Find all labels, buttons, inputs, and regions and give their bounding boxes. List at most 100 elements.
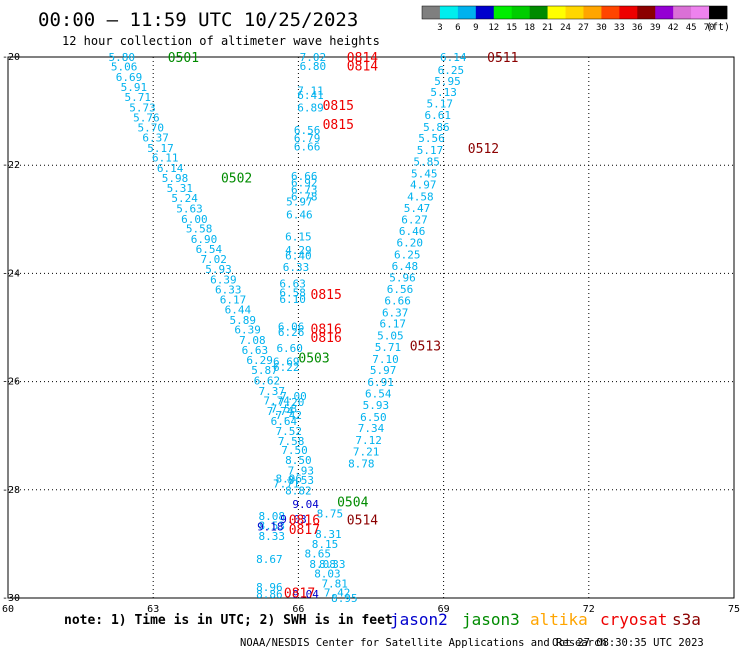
wave-height-point: 9.04 <box>292 498 319 511</box>
wave-height-point: 5.63 <box>176 202 203 215</box>
wave-height-point: 5.45 <box>411 167 438 180</box>
wave-height-point: 6.56 <box>387 283 414 296</box>
pass-id-label: 0814 <box>347 51 378 66</box>
wave-height-point: 6.11 <box>152 152 179 165</box>
pass-id-label: 0816 <box>311 323 342 338</box>
wave-height-point: 6.41 <box>297 89 324 102</box>
wave-height-point: 5.89 <box>229 314 256 327</box>
wave-height-point: 5.85 <box>413 155 440 168</box>
wave-height-point: 8.15 <box>312 538 339 551</box>
footer-timestamp: Oct 27 08:30:35 UTC 2023 <box>552 637 704 649</box>
wave-height-point: 7.74 <box>267 405 294 418</box>
wave-height-point: 7.42 <box>275 409 302 422</box>
legend-tick: 15 <box>506 23 517 33</box>
wave-height-point: 6.39 <box>234 324 261 337</box>
pass-id-label: 0503 <box>298 351 329 366</box>
legend-unit: (ft) <box>706 22 730 33</box>
wave-height-point: 5.17 <box>426 98 453 111</box>
wave-height-point: 7.20 <box>278 396 305 409</box>
pass-id-label: 0512 <box>468 142 499 157</box>
wave-height-point: 6.39 <box>210 273 237 286</box>
legend-swatch <box>583 6 602 19</box>
wave-height-point: 6.78 <box>291 191 318 204</box>
pass-id-label: 0817 <box>289 523 320 538</box>
legend-tick: 42 <box>668 23 679 33</box>
wave-height-point: 8.31 <box>315 528 342 541</box>
footer-credit: NOAA/NESDIS Center for Satellite Applica… <box>240 637 607 649</box>
legend-tick: 36 <box>632 23 643 33</box>
pass-id-label: 0816 <box>311 331 342 346</box>
wave-height-point: 6.69 <box>273 356 300 369</box>
wave-height-point: 6.66 <box>384 294 411 307</box>
y-tick-label: -28 <box>2 485 20 496</box>
legend-swatch <box>422 6 441 19</box>
legend-swatch <box>637 6 656 19</box>
wave-height-point: 6.17 <box>380 318 407 331</box>
pass-id-label: 0815 <box>311 288 342 303</box>
legend-swatch <box>601 6 620 19</box>
legend-tick: 45 <box>686 23 697 33</box>
legend-swatch <box>511 6 530 19</box>
wave-height-point: 8.82 <box>285 484 312 497</box>
wave-height-point: 6.62 <box>254 375 281 388</box>
wave-height-point: 6.00 <box>181 213 208 226</box>
legend-tick: 30 <box>596 23 607 33</box>
wave-height-point: 8.65 <box>305 548 332 561</box>
pass-id-label: 0504 <box>337 496 368 511</box>
wave-height-point: 5.56 <box>418 132 445 145</box>
legend-tick: 70 <box>704 23 715 33</box>
wave-height-point: 9.03 <box>280 513 307 526</box>
x-tick-label: 60 <box>2 604 14 615</box>
legend-tick: 24 <box>560 23 571 33</box>
wave-height-point: 6.91 <box>367 376 394 389</box>
wave-height-point: 6.37 <box>382 306 409 319</box>
wave-height-point: 8.95 <box>331 592 358 605</box>
wave-height-point: 8.78 <box>348 457 375 470</box>
chart-title: 00:00 — 11:59 UTC 10/25/2023 <box>38 9 358 31</box>
wave-height-point: 5.80 <box>108 51 135 64</box>
satellite-name: cryosat <box>600 610 667 629</box>
y-tick-label: -20 <box>2 52 20 63</box>
wave-height-point: 5.06 <box>111 61 138 74</box>
legend-swatch <box>619 6 638 19</box>
wave-height-point: 6.25 <box>438 64 465 77</box>
wave-height-point: 7.10 <box>372 353 399 366</box>
wave-height-point: 5.58 <box>186 222 213 235</box>
wave-height-point: 6.40 <box>285 250 312 263</box>
legend-tick: 21 <box>542 23 553 33</box>
data-labels: 5.805.066.695.915.715.735.765.706.375.17… <box>108 51 466 605</box>
wave-height-point: 7.37 <box>259 385 286 398</box>
legend-tick: 12 <box>488 23 499 33</box>
wave-height-point: 4.29 <box>285 244 312 257</box>
wave-height-point: 7.93 <box>288 464 315 477</box>
wave-height-point: 6.46 <box>399 225 426 238</box>
wave-height-point: 7.21 <box>353 445 380 458</box>
wave-height-point: 5.70 <box>138 121 165 134</box>
wave-height-point: 7.71 <box>273 477 300 490</box>
wave-height-point: 5.98 <box>162 172 189 185</box>
wave-height-point: 8.33 <box>319 558 346 571</box>
legend-swatch <box>529 6 548 19</box>
wave-height-point: 6.29 <box>246 354 273 367</box>
y-axis-ticks: -20 -22 -24 -26 -28 -30 <box>2 52 20 604</box>
legend-tick: 39 <box>650 23 661 33</box>
wave-height-point: 6.92 <box>291 177 318 190</box>
wave-height-point: 5.93 <box>205 263 232 276</box>
y-tick-label: -26 <box>2 377 20 388</box>
legend-swatch <box>475 6 495 19</box>
legend-swatch <box>439 6 459 19</box>
legend-tick: 27 <box>578 23 589 33</box>
wave-height-point: 6.60 <box>276 342 303 355</box>
wave-height-point: 8.03 <box>314 568 341 581</box>
wave-height-point: 6.61 <box>425 109 452 122</box>
wave-height-point: 5.31 <box>167 182 194 195</box>
wave-height-point: 7.50 <box>281 444 308 457</box>
wave-height-point: 5.17 <box>417 144 444 157</box>
pass-id-label: 0501 <box>168 51 199 66</box>
wave-height-point: 6.63 <box>242 344 269 357</box>
wave-height-point: 6.50 <box>360 411 387 424</box>
wave-height-point: 5.96 <box>389 272 416 285</box>
wave-height-point: 7.81 <box>321 577 348 590</box>
wave-height-point: 7.00 <box>280 390 307 403</box>
